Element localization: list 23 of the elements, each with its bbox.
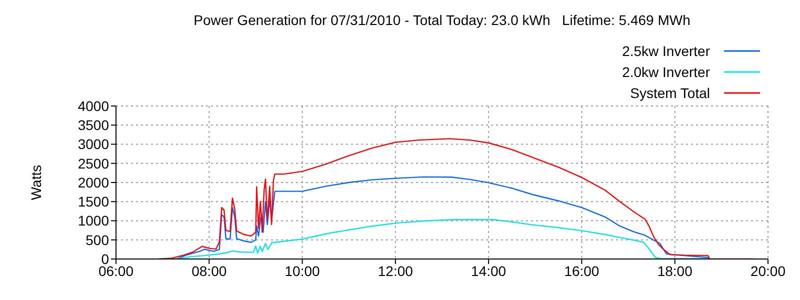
x-tick-label: 12:00 xyxy=(378,262,414,279)
legend-label: System Total xyxy=(630,84,710,100)
x-tick-label: 20:00 xyxy=(750,262,786,279)
chart-title: Power Generation for 07/31/2010 - Total Today: 23.0 kWh Lifetime: 5.469 MWh xyxy=(192,12,692,28)
legend-label: 2.5kw Inverter xyxy=(622,42,710,58)
y-tick-label: 2500 xyxy=(78,155,110,172)
y-tick-label: 500 xyxy=(86,232,110,248)
x-tick-label: 18:00 xyxy=(657,262,693,279)
x-tick-label: 10:00 xyxy=(284,262,320,279)
y-tick-label: 1000 xyxy=(78,212,110,229)
y-tick-label: 4000 xyxy=(78,98,110,114)
x-tick-label: 16:00 xyxy=(564,262,600,279)
line-series xyxy=(176,176,710,259)
y-tick-label: 1500 xyxy=(78,194,110,210)
y-tick-label: 0 xyxy=(101,250,110,267)
x-tick-label: 08:00 xyxy=(192,262,227,279)
y-axis-title: Watts xyxy=(28,164,44,200)
y-tick-label: 3500 xyxy=(78,117,110,134)
legend-label: 2.0kw Inverter xyxy=(622,64,710,80)
line-series xyxy=(176,219,708,259)
x-tick-label: 14:00 xyxy=(471,262,506,279)
y-tick-label: 3000 xyxy=(78,136,110,152)
y-tick-label: 2000 xyxy=(78,174,110,190)
